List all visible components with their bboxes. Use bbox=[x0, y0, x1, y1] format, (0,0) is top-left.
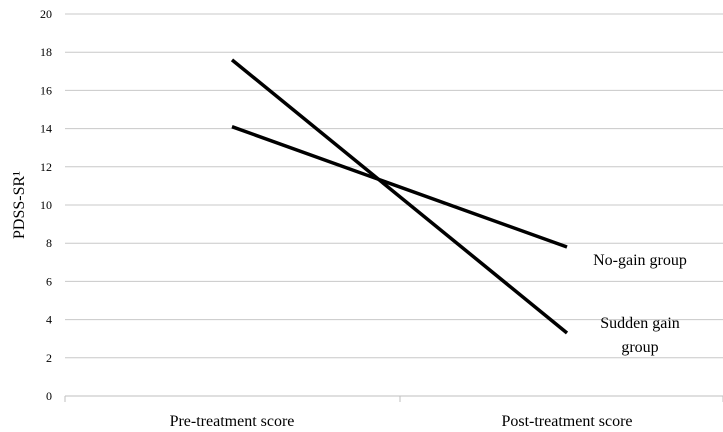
y-tick-label: 14 bbox=[40, 122, 52, 136]
y-axis-ticks: 0 2 4 6 8 10 12 14 16 18 20 bbox=[40, 7, 52, 403]
series-line bbox=[231, 125, 568, 249]
y-tick-label: 2 bbox=[46, 351, 52, 365]
y-tick-label: 20 bbox=[40, 7, 52, 21]
y-tick-label: 18 bbox=[40, 45, 52, 59]
y-tick-label: 12 bbox=[40, 160, 52, 174]
y-tick-label: 10 bbox=[40, 198, 52, 212]
x-tick-label: Post-treatment score bbox=[501, 413, 632, 430]
series-label: No-gain group bbox=[593, 252, 687, 269]
series-label: Sudden gain group bbox=[600, 315, 680, 356]
y-tick-label: 8 bbox=[46, 236, 52, 250]
x-axis: Pre-treatment score Post-treatment score bbox=[64, 396, 723, 430]
gridlines bbox=[65, 13, 723, 397]
y-tick-label: 6 bbox=[46, 274, 52, 288]
x-tick-label: Pre-treatment score bbox=[170, 413, 295, 430]
y-tick-label: 16 bbox=[40, 83, 52, 97]
series-line bbox=[230, 58, 569, 335]
series-labels: No-gain group Sudden gain group bbox=[593, 252, 687, 356]
series-lines bbox=[230, 58, 569, 335]
y-tick-label: 4 bbox=[46, 313, 52, 327]
y-axis-label: PDSS-SR¹ bbox=[11, 171, 28, 239]
y-tick-label: 0 bbox=[46, 389, 52, 403]
